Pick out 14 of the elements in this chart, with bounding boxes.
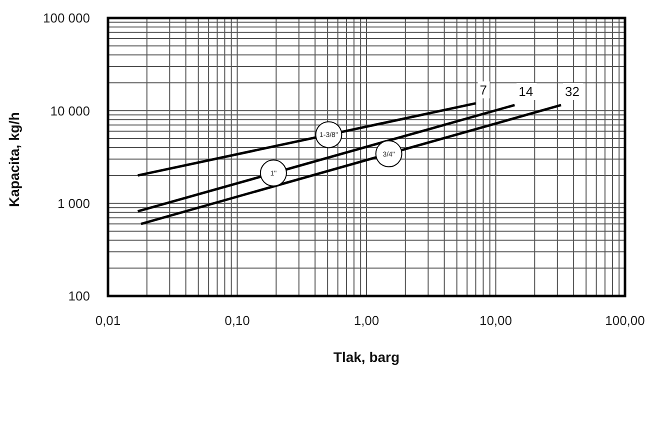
annotation: 14	[518, 84, 534, 100]
x-axis-title: Tlak, barg	[333, 349, 400, 365]
x-tick-label: 0,10	[224, 313, 250, 328]
y-tick-label: 1 000	[57, 196, 90, 211]
y-tick-label: 100 000	[43, 10, 90, 26]
y-tick-label: 100	[68, 288, 90, 304]
y-axis-title: Kapacita, kg/h	[6, 112, 22, 207]
x-tick-label: 0,01	[95, 313, 121, 328]
x-tick-label: 10,00	[479, 313, 512, 328]
x-tick-label: 100,00	[605, 313, 645, 328]
annotation: 32	[565, 84, 580, 100]
x-tick-label: 1,00	[354, 313, 380, 328]
y-tick-label: 10 000	[50, 103, 90, 118]
annotation: 7	[480, 82, 487, 98]
